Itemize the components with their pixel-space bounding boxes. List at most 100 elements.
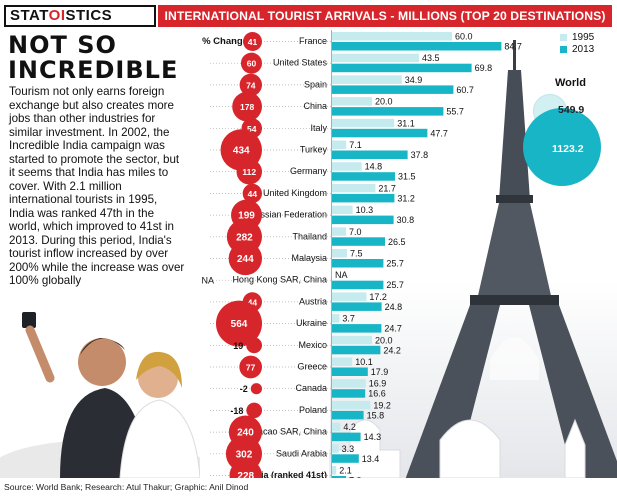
bar-2013 [332, 150, 408, 159]
value-label-1995: 7.1 [349, 140, 362, 150]
bar-1995 [332, 466, 337, 475]
category-label: Italy [310, 123, 327, 133]
value-label-2013: 13.4 [362, 454, 380, 464]
pct-change-label: 60 [247, 59, 257, 69]
pct-change-bubble [216, 300, 262, 347]
bar-2013 [332, 172, 395, 181]
category-label: Germany [290, 166, 328, 176]
pct-change-label: 228 [237, 471, 254, 482]
pct-change-label: 282 [236, 232, 253, 243]
category-label: Canada [295, 383, 327, 393]
value-label-2013: 16.6 [368, 389, 386, 399]
category-label: Hong Kong SAR, China [232, 275, 327, 285]
category-label: United States [273, 58, 328, 68]
category-label: Malaysia [291, 253, 327, 263]
pct-change-label: 41 [248, 37, 258, 47]
value-label-1995: 4.2 [343, 422, 356, 432]
world-label: World [555, 77, 586, 89]
value-label-2013: 24.7 [384, 324, 402, 334]
value-label-1995: 10.3 [356, 205, 374, 215]
legend-swatch-2013 [560, 45, 567, 53]
brand-logo-part: STAT [10, 7, 49, 24]
bar-1995 [332, 444, 339, 453]
value-label-2013: 26.5 [388, 237, 406, 247]
value-label-1995: 3.7 [342, 314, 355, 324]
value-label-1995: 21.7 [378, 183, 396, 193]
bar-1995 [332, 249, 347, 258]
value-label-2013: 47.7 [430, 128, 448, 138]
value-label-1995: 20.0 [375, 97, 393, 107]
value-label-2013: 25.7 [386, 259, 404, 269]
bar-2013 [332, 237, 385, 246]
value-label-1995: 2.1 [339, 466, 352, 476]
value-label-1995: 3.3 [342, 444, 355, 454]
value-label-2013: 37.8 [411, 150, 429, 160]
pct-change-label: 44 [248, 297, 258, 307]
category-label: Russian Federation [249, 210, 327, 220]
category-label: Turkey [300, 145, 328, 155]
chart-legend: 1995 2013 [560, 31, 594, 55]
pct-change-label: -2 [240, 384, 248, 394]
bar-2013 [332, 454, 359, 463]
brand-logo: STATOISTICS [4, 5, 156, 27]
pct-change-bubble [243, 32, 262, 51]
value-label-1995: 31.1 [397, 118, 415, 128]
world-value-1995: 549.9 [558, 104, 585, 116]
story-headline-line: INCREDIBLE [8, 56, 179, 84]
value-label-2013: 17.9 [371, 367, 389, 377]
bar-2013 [332, 215, 394, 225]
value-label-2013: 69.8 [475, 63, 493, 73]
brand-logo-accent: OI [48, 7, 66, 24]
value-label-1995: 17.2 [369, 292, 387, 302]
bar-1995 [332, 140, 347, 149]
category-label: Austria [299, 296, 327, 306]
value-label-2013: 24.2 [383, 345, 401, 355]
legend-label-1995: 1995 [572, 31, 595, 43]
value-label-2013: 60.7 [456, 85, 474, 95]
bar-1995 [332, 162, 362, 171]
bar-2013 [332, 85, 454, 94]
bar-2013 [332, 302, 382, 311]
bar-2013 [332, 259, 384, 268]
value-label-2013: 31.5 [398, 172, 416, 182]
bar-1995 [332, 183, 376, 193]
value-label-1995: 10.1 [355, 357, 373, 367]
pct-change-bubble [246, 402, 262, 419]
bar-2013 [332, 280, 384, 290]
legend-swatch-1995 [560, 33, 567, 41]
pct-change-label: 178 [240, 102, 254, 112]
pct-change-label: 112 [242, 167, 256, 177]
value-label-1995: 7.5 [350, 249, 363, 259]
pct-change-bubble [236, 158, 262, 185]
value-label-1995: 20.0 [375, 335, 393, 345]
bar-2013 [332, 193, 395, 203]
pct-change-label: 240 [237, 428, 254, 439]
legend-item-2013: 2013 [560, 43, 594, 55]
bar-1995 [332, 53, 419, 63]
pct-change-bubble [242, 183, 262, 204]
category-label: Ukraine [296, 318, 327, 328]
category-label: Poland [299, 405, 327, 415]
bar-1995 [332, 400, 371, 410]
bar-2013 [332, 324, 382, 333]
value-label-1995: 14.8 [365, 162, 383, 172]
bar-2013 [332, 432, 361, 442]
legend-item-1995: 1995 [560, 31, 594, 43]
category-label: Greece [297, 362, 327, 372]
tourist-couple-illustration [0, 312, 200, 480]
value-label-1995: 16.9 [369, 379, 387, 389]
value-label-2013: 15.8 [367, 410, 385, 420]
bar-2013 [332, 345, 381, 355]
bar-1995 [332, 292, 367, 301]
bar-2013 [332, 107, 444, 116]
pct-change-label: 44 [248, 189, 258, 199]
brand-logo-part: STICS [65, 7, 113, 24]
pct-change-bubble [240, 52, 262, 74]
pct-change-bubble [232, 91, 262, 122]
pct-change-label: 244 [237, 254, 254, 265]
pct-change-label: 434 [233, 146, 250, 157]
value-label-2013: 84.7 [504, 42, 522, 52]
story-body: Tourism not only earns foreign exchange … [9, 85, 185, 287]
